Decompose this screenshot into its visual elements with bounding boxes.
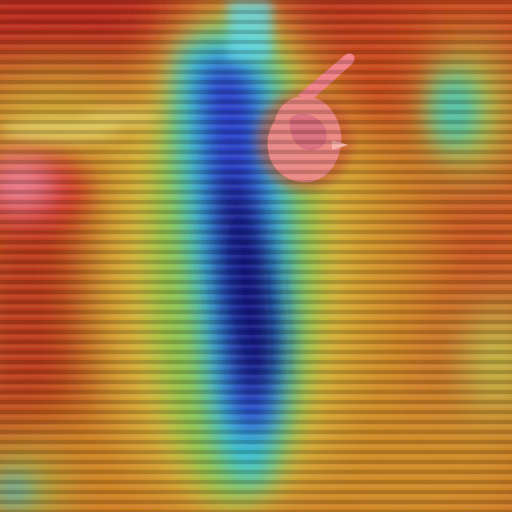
heatmap-overlay [0,0,512,512]
scanlines [0,0,512,512]
heatmap-canvas [0,0,512,512]
